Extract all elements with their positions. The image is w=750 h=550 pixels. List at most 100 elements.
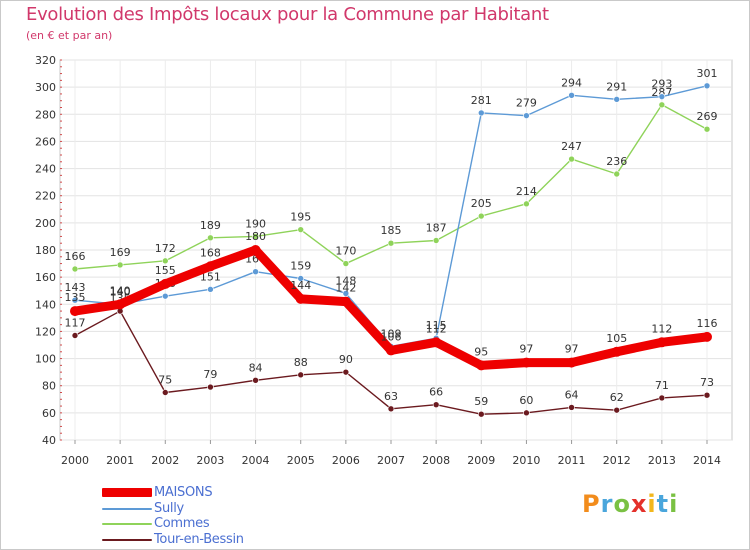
- data-label: 115: [426, 319, 447, 332]
- data-point: [613, 170, 621, 178]
- data-label: 180: [245, 230, 266, 243]
- data-point: [523, 112, 530, 119]
- data-label: 62: [610, 391, 624, 404]
- legend-swatch: [102, 523, 152, 525]
- data-label: 294: [561, 76, 582, 89]
- y-tick-label: 40: [42, 434, 56, 447]
- data-label: 63: [384, 390, 398, 403]
- chart-title: Evolution des Impôts locaux pour la Comm…: [26, 4, 549, 25]
- data-point: [252, 268, 259, 276]
- x-tick-label: 2008: [422, 454, 450, 467]
- logo-letter: o: [613, 490, 631, 518]
- data-point: [70, 306, 80, 317]
- data-point: [702, 331, 712, 342]
- data-point: [297, 226, 305, 233]
- data-label: 105: [606, 332, 627, 345]
- data-label: 73: [700, 376, 714, 389]
- data-point: [613, 96, 621, 103]
- logo-letter: P: [582, 490, 601, 518]
- data-label: 75: [158, 374, 172, 387]
- data-label: 189: [200, 219, 221, 232]
- y-tick-label: 320: [35, 54, 56, 67]
- data-point: [477, 109, 485, 117]
- data-point: [252, 233, 259, 240]
- data-label: 59: [474, 395, 488, 408]
- legend-label: Sully: [154, 500, 184, 516]
- legend-swatch: [102, 507, 152, 510]
- data-label: 247: [561, 140, 582, 153]
- data-label: 190: [245, 217, 266, 230]
- data-label: 166: [65, 250, 86, 263]
- data-point: [613, 406, 621, 414]
- data-point: [568, 91, 575, 99]
- data-point: [115, 299, 126, 310]
- y-tick-label: 180: [35, 244, 56, 257]
- data-point: [207, 234, 214, 242]
- data-label: 172: [155, 242, 176, 255]
- data-point: [252, 376, 259, 384]
- data-point: [432, 401, 440, 409]
- y-tick-label: 80: [42, 380, 56, 393]
- chart-subtitle: (en € et par an): [26, 29, 113, 42]
- data-point: [207, 383, 214, 391]
- data-label: 293: [651, 78, 672, 91]
- data-point: [476, 360, 487, 371]
- data-point: [658, 101, 666, 109]
- data-label: 97: [519, 343, 533, 356]
- data-point: [250, 245, 261, 255]
- data-point: [387, 405, 395, 413]
- data-point: [71, 332, 79, 339]
- data-label: 195: [290, 211, 311, 224]
- data-point: [566, 357, 577, 368]
- y-tick-label: 240: [35, 163, 56, 176]
- x-tick-label: 2001: [106, 454, 134, 467]
- data-point: [207, 286, 214, 293]
- y-tick-label: 260: [35, 135, 56, 148]
- data-label: 187: [426, 222, 447, 235]
- y-tick-label: 220: [35, 190, 56, 203]
- data-label: 117: [65, 317, 86, 330]
- y-tick-label: 140: [35, 298, 56, 311]
- x-tick-label: 2003: [196, 454, 224, 467]
- x-tick-label: 2006: [332, 454, 360, 467]
- data-label: 112: [426, 322, 447, 335]
- data-label: 140: [110, 285, 131, 298]
- data-point: [161, 257, 169, 265]
- data-label: 143: [65, 281, 86, 294]
- data-point: [658, 394, 666, 402]
- y-tick-label: 120: [35, 325, 56, 338]
- data-point: [340, 296, 351, 307]
- x-tick-label: 2002: [151, 454, 179, 467]
- legend-swatch: [102, 488, 152, 497]
- data-point: [342, 290, 350, 297]
- x-tick-label: 2009: [467, 454, 495, 467]
- data-label: 97: [565, 343, 579, 356]
- x-tick-label: 2005: [287, 454, 315, 467]
- data-label: 60: [519, 394, 533, 407]
- data-point: [161, 292, 169, 300]
- data-point: [703, 82, 711, 90]
- data-point: [295, 293, 306, 304]
- data-label: 279: [516, 97, 537, 110]
- data-label: 144: [290, 279, 311, 292]
- data-point: [205, 261, 216, 272]
- data-point: [477, 212, 485, 220]
- data-point: [703, 391, 711, 399]
- y-tick-label: 100: [35, 353, 56, 366]
- data-label: 90: [339, 353, 353, 366]
- x-tick-label: 2007: [377, 454, 405, 467]
- data-point: [523, 409, 530, 417]
- data-label: 151: [200, 270, 221, 283]
- data-label: 269: [697, 110, 718, 123]
- data-label: 79: [203, 368, 217, 381]
- data-point: [523, 200, 530, 208]
- data-label: 116: [697, 317, 718, 330]
- y-tick-label: 280: [35, 108, 56, 121]
- y-tick-label: 60: [42, 407, 56, 420]
- data-point: [161, 389, 169, 396]
- data-point: [611, 346, 622, 357]
- data-label: 236: [606, 155, 627, 168]
- data-point: [432, 237, 440, 244]
- y-tick-label: 160: [35, 271, 56, 284]
- data-point: [656, 337, 667, 348]
